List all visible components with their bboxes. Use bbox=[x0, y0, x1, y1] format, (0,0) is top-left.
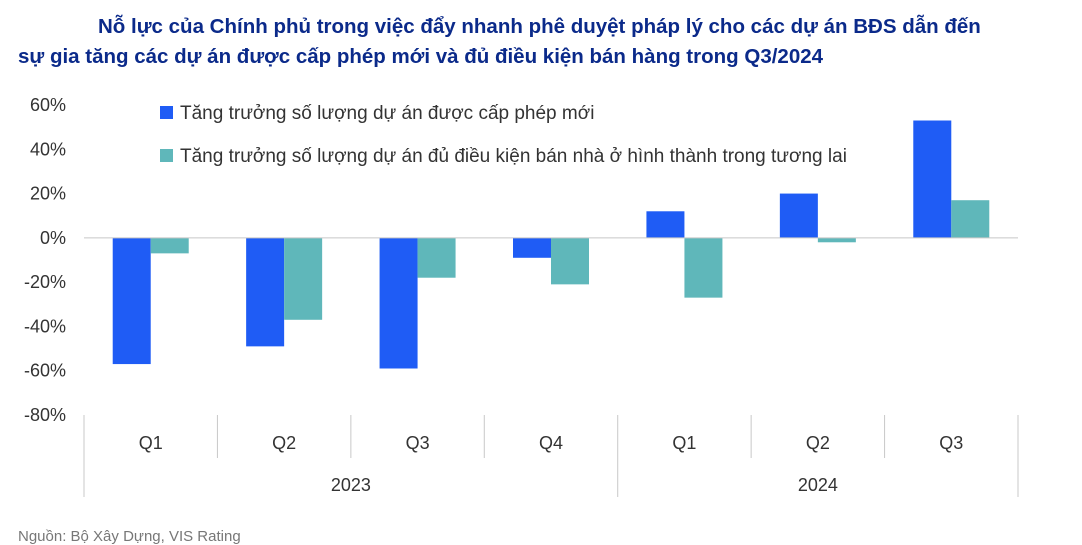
y-tick-label: -20% bbox=[24, 272, 66, 292]
y-tick-label: -80% bbox=[24, 405, 66, 425]
legend-label-2: Tăng trưởng số lượng dự án đủ điều kiện … bbox=[180, 146, 847, 167]
x-tick-label: Q4 bbox=[539, 433, 563, 453]
y-tick-label: 0% bbox=[40, 228, 66, 248]
x-tick-label: Q1 bbox=[672, 433, 696, 453]
x-tick-label: Q2 bbox=[806, 433, 830, 453]
bar-series-2-q2-5 bbox=[817, 237, 856, 243]
bar-series-1-q3-6 bbox=[913, 120, 952, 238]
y-tick-label: 60% bbox=[30, 95, 66, 115]
x-group-label: 2023 bbox=[331, 475, 371, 495]
chart-title: Nỗ lực của Chính phủ trong việc đẩy nhan… bbox=[18, 12, 1078, 72]
bar-series-1-q1-4 bbox=[646, 211, 685, 238]
y-tick-label: 20% bbox=[30, 184, 66, 204]
legend-swatch-1 bbox=[160, 106, 173, 119]
x-tick-label: Q1 bbox=[139, 433, 163, 453]
bar-series-1-q4-3 bbox=[513, 237, 551, 258]
x-tick-label: Q3 bbox=[406, 433, 430, 453]
bar-series-2-q3-2 bbox=[417, 237, 456, 278]
bar-series-2-q3-6 bbox=[951, 200, 990, 238]
bar-series-1-q1-0 bbox=[112, 237, 151, 365]
x-group-label: 2024 bbox=[798, 475, 838, 495]
legend-swatch-2 bbox=[160, 149, 173, 162]
bar-series-1-q2-1 bbox=[246, 237, 285, 347]
chart-title-line-2: sự gia tăng các dự án được cấp phép mới … bbox=[18, 45, 824, 68]
legend-label-1: Tăng trưởng số lượng dự án được cấp phép… bbox=[180, 103, 594, 124]
bar-series-1-q2-5 bbox=[779, 193, 818, 238]
x-tick-label: Q2 bbox=[272, 433, 296, 453]
y-tick-label: -60% bbox=[24, 361, 66, 381]
x-tick-label: Q3 bbox=[939, 433, 963, 453]
bar-series-2-q2-1 bbox=[284, 237, 323, 320]
bar-series-2-q1-0 bbox=[150, 237, 189, 254]
chart-title-line-1: Nỗ lực của Chính phủ trong việc đẩy nhan… bbox=[98, 15, 981, 38]
y-tick-label: -40% bbox=[24, 316, 66, 336]
y-tick-label: 40% bbox=[30, 139, 66, 159]
bar-series-2-q4-3 bbox=[551, 237, 589, 285]
bar-series-1-q3-2 bbox=[379, 237, 418, 369]
bar-series-2-q1-4 bbox=[684, 237, 723, 298]
